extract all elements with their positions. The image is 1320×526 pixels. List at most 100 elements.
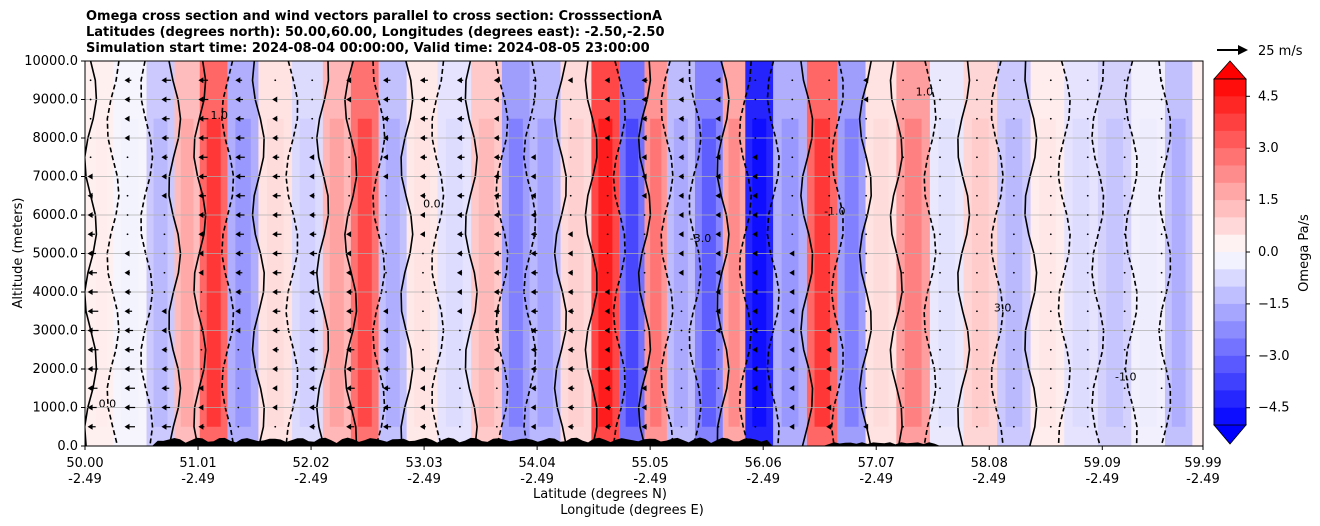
wind-vector [643,310,646,313]
wind-vector-head [641,96,647,103]
x-tick-lat: 58.08 [971,456,1008,471]
wind-vector [1086,291,1089,293]
wind-vector-head [715,289,721,295]
wind-vector [348,175,351,178]
wind-vector-head [493,77,499,84]
x-tick-lat: 55.05 [632,456,669,471]
wind-vector [1160,194,1163,197]
colorbar-tick-label: 0.0 [1258,245,1279,260]
wind-vector-head [641,192,647,199]
wind-vector-head [87,212,93,218]
wind-vector [237,348,240,351]
wind-vector [902,175,904,178]
wind-vector-head [567,423,573,430]
wind-vector [1049,98,1052,101]
wind-vector [865,214,868,216]
wind-vector [902,310,904,313]
wind-vector-head [604,96,610,103]
wind-vector-head [383,173,389,180]
wind-vector [902,79,904,82]
wind-vector [1012,175,1015,178]
x-tick-lon: -2.49 [746,472,780,487]
wind-vector [865,368,868,370]
wind-vector [1086,194,1089,197]
wind-vector [902,406,904,409]
wind-vector [459,406,461,409]
omega-core [650,118,662,427]
wind-vector [163,214,166,216]
wind-vector [1012,348,1015,351]
wind-vector [1049,194,1052,197]
wind-vector [1123,117,1126,120]
wind-vector-head [309,173,315,180]
x-tick-lat: 52.02 [292,456,329,471]
wind-vector-head [493,346,499,353]
wind-vector [126,233,129,236]
wind-vector-head [235,212,241,218]
wind-vector [569,214,572,216]
wind-vector-head [272,269,278,276]
wind-vector [902,425,904,428]
wind-vector [976,387,978,390]
wind-vector-head [530,308,536,315]
wind-vector [89,79,92,82]
omega-core [625,118,639,427]
x-tick-lon: -2.49 [181,472,215,487]
wind-vector [680,425,683,428]
wind-vector [643,271,646,274]
wind-vector-head [383,366,389,372]
wind-vector [200,291,203,293]
wind-vector-head [346,250,352,257]
wind-vector-head [161,96,167,103]
wind-vector [754,406,757,409]
wind-vector-head [124,346,130,353]
wind-vector-head [124,366,130,372]
wind-vector-head [493,192,499,199]
wind-vector [1012,252,1015,255]
wind-vector [828,98,831,101]
wind-vector [976,79,978,82]
wind-vector [1123,79,1126,82]
wind-vector [1086,117,1089,120]
wind-vector-head [161,423,167,430]
wind-vector [422,291,424,293]
wind-vector [1123,252,1126,255]
wind-vector-head [678,154,684,161]
wind-vector [200,348,203,351]
wind-vector [828,214,831,216]
wind-vector [1123,291,1126,293]
wind-vector-head [346,96,352,103]
wind-vector [643,348,646,351]
contour-label: 1.0 [211,109,229,122]
wind-vector [865,233,868,236]
wind-vector [311,137,314,139]
wind-vector-head [641,385,647,392]
colorbar-tick-label: 1.5 [1258,193,1279,208]
wind-vector-head [383,346,389,353]
wind-vector-head [198,96,204,103]
wind-vector [1049,175,1052,178]
x-tick-lon: -2.49 [407,472,441,487]
wind-vector-head [419,115,425,122]
wind-vector [532,117,535,120]
wind-vector [1012,137,1015,139]
chart-title-line-2: Latitudes (degrees north): 50.00,60.00, … [86,25,665,40]
wind-vector [1123,387,1126,390]
wind-vector [865,194,868,197]
wind-vector-head [346,346,352,353]
wind-vector [1123,233,1126,236]
wind-vector [791,156,794,159]
wind-vector-head [346,289,352,295]
wind-vector-head [87,192,93,199]
wind-vector-head [456,308,462,315]
wind-vector-head [456,269,462,276]
wind-vector-head [456,250,462,257]
wind-vector [754,98,757,101]
wind-vector-head [272,366,278,372]
wind-vector-head [863,77,869,84]
wind-vector-head [789,385,795,392]
wind-vector [311,98,314,101]
wind-vector-head [715,77,721,84]
wind-vector [939,233,941,236]
wind-vector-head [309,327,315,334]
